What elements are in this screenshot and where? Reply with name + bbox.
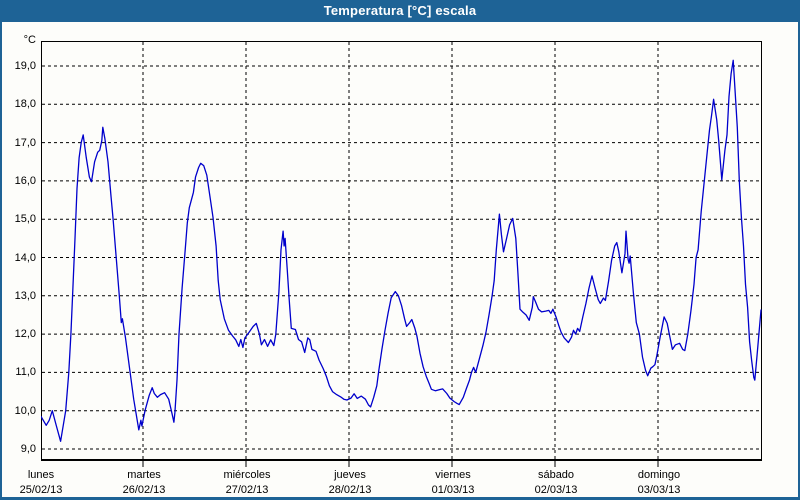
x-day-date: 02/03/13	[534, 484, 578, 496]
x-day-date: 26/02/13	[122, 484, 166, 496]
y-tick-label: 15,0	[14, 213, 36, 226]
y-tick-label: 12,0	[14, 328, 36, 341]
y-tick-label: 9,0	[20, 443, 36, 455]
y-tick-label: 17,0	[14, 136, 36, 149]
chart-area: °C 19,0 18,0 17,0 16,0 15,0 14,0 13,0 12,0 11,0 10…	[2, 22, 798, 497]
y-tick-label: 14,0	[14, 251, 36, 264]
x-day-name: sábado	[537, 469, 575, 481]
window-title: Temperatura [°C] escala	[323, 3, 477, 18]
y-tick-label: 18,0	[14, 98, 36, 111]
x-day-name: viernes	[435, 469, 471, 481]
x-day-name: domingo	[637, 469, 681, 481]
y-axis-unit-label: °C	[23, 34, 36, 46]
x-day-date: 27/02/13	[225, 484, 269, 496]
y-tick-label: 16,0	[14, 174, 36, 187]
temperature-line	[41, 59, 762, 442]
x-day-name: lunes	[27, 469, 55, 481]
x-day-date: 03/03/13	[637, 484, 681, 496]
x-day-name: miércoles	[223, 469, 271, 481]
y-tick-label: 10,0	[14, 404, 36, 417]
y-tick-label: 13,0	[14, 289, 36, 302]
x-day-date: 25/02/13	[19, 484, 63, 496]
x-day-name: jueves	[334, 469, 366, 481]
x-day-date: 28/02/13	[328, 484, 372, 496]
x-day-date: 01/03/13	[431, 484, 475, 496]
temperature-plot	[41, 41, 762, 467]
plot-border	[41, 41, 762, 461]
y-tick-label: 19,0	[14, 60, 36, 72]
y-tick-label: 11,0	[15, 366, 36, 379]
x-day-name: martes	[127, 469, 161, 481]
window-titlebar: Temperatura [°C] escala	[2, 0, 798, 23]
